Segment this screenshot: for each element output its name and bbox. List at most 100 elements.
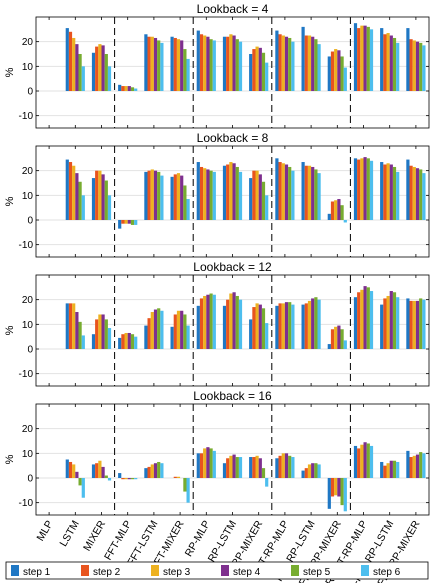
bar-lr-fft-rp-mixer-step3 — [412, 40, 416, 91]
bar-fft-rp-mlp-step2 — [278, 455, 282, 478]
bar-fft-rp-lstm-step6 — [317, 44, 321, 91]
bar-fft-rp-mlp-step5 — [288, 37, 292, 91]
bar-fft-rp-mixer-step3 — [334, 478, 338, 496]
bar-fft-mixer-step4 — [180, 175, 184, 220]
bar-lr-fft-rp-mixer-step4 — [415, 454, 420, 478]
bar-fft-rp-mixer-step2 — [330, 478, 335, 497]
bar-lr-fft-rp-mlp-step4 — [363, 286, 367, 349]
bar-rp-mixer-step5 — [261, 181, 266, 220]
bar-fft-rp-mlp-step4 — [284, 453, 289, 478]
bar-lr-fft-rp-mlp-step5 — [366, 158, 370, 220]
bar-rp-mixer-step5 — [261, 308, 266, 349]
bar-lr-fft-rp-mlp-step2 — [357, 292, 361, 349]
bar-lr-fft-rp-mixer-step3 — [412, 166, 416, 220]
bar-lr-fft-rp-mixer-step1 — [406, 159, 410, 220]
bar-fft-mixer-step1 — [170, 176, 174, 220]
bar-fft-rp-mixer-step3 — [334, 200, 338, 220]
bar-fft-mixer-step6 — [186, 58, 190, 91]
bar-rp-lstm-step2 — [226, 36, 230, 91]
bar-lstm-step6 — [81, 66, 85, 91]
bar-fft-lstm-step2 — [147, 318, 151, 349]
bar-fft-mlp-step5 — [130, 334, 135, 349]
bar-fft-rp-mlp-step1 — [275, 30, 279, 91]
bar-rp-mixer-step4 — [258, 304, 262, 349]
bar-lr-fft-rp-lstm-step2 — [383, 164, 387, 220]
bar-fft-lstm-step4 — [153, 463, 158, 478]
bar-lr-fft-rp-mlp-step5 — [366, 287, 370, 349]
bar-rp-mlp-step5 — [209, 448, 213, 478]
bar-fft-mlp-step6 — [134, 336, 138, 349]
bar-fft-rp-mlp-step2 — [278, 303, 282, 349]
bar-fft-mlp-step5 — [130, 478, 135, 480]
bar-fft-mixer-step5 — [183, 49, 187, 91]
bar-fft-rp-mlp-step4 — [284, 36, 289, 91]
bar-rp-lstm-step3 — [229, 162, 233, 220]
bar-lstm-step2 — [68, 303, 73, 349]
bar-fft-mixer-step6 — [186, 199, 190, 220]
bar-fft-mixer-step2 — [173, 174, 177, 220]
y-tick-label: 10 — [22, 449, 34, 460]
bar-fft-rp-mlp-step1 — [275, 305, 279, 349]
legend-label-step3: step 3 — [163, 567, 191, 578]
bar-fft-mlp-step5 — [130, 87, 135, 91]
bar-lstm-step1 — [65, 459, 69, 478]
bar-rp-mlp-step4 — [206, 36, 210, 91]
bar-lstm-step2 — [68, 31, 73, 91]
bar-lstm-step5 — [78, 181, 82, 220]
category-label-mlp: MLP — [35, 519, 56, 544]
bar-fft-rp-mlp-step6 — [291, 41, 295, 91]
bar-fft-mixer-step5 — [183, 314, 187, 349]
bar-fft-rp-lstm-step3 — [307, 165, 312, 220]
bar-lr-fft-rp-mlp-step2 — [357, 28, 361, 92]
bar-lr-fft-rp-lstm-step4 — [389, 460, 393, 478]
bar-rp-mlp-step4 — [206, 294, 210, 349]
bar-fft-mixer-step4 — [180, 40, 184, 91]
bar-fft-mlp-step4 — [127, 332, 131, 349]
bar-rp-mlp-step4 — [206, 447, 210, 478]
bar-fft-mixer-step1 — [170, 36, 174, 91]
bar-fft-mixer-step3 — [176, 39, 181, 91]
bar-fft-mlp-step1 — [118, 84, 122, 91]
legend-swatch-step1 — [11, 565, 19, 576]
bar-mixer-step2 — [95, 319, 99, 349]
bar-fft-rp-mlp-step6 — [291, 170, 295, 220]
bar-fft-mlp-step4 — [127, 86, 131, 91]
bar-lstm-step6 — [81, 335, 85, 349]
bar-fft-rp-mixer-step1 — [327, 56, 331, 91]
y-axis-label: % — [4, 67, 16, 77]
bar-lr-fft-rp-mixer-step2 — [409, 39, 413, 91]
legend-swatch-step3 — [151, 565, 159, 576]
bar-lr-fft-rp-mixer-step6 — [422, 299, 426, 349]
bar-lr-fft-rp-lstm-step5 — [392, 166, 397, 220]
bar-fft-rp-lstm-step3 — [307, 300, 312, 349]
bar-lr-fft-rp-mixer-step5 — [419, 169, 423, 220]
bar-fft-rp-mlp-step2 — [278, 162, 282, 220]
y-tick-label: -10 — [19, 111, 34, 122]
bar-lr-fft-rp-mlp-step5 — [366, 443, 370, 478]
bar-lr-fft-rp-lstm-step3 — [386, 163, 390, 220]
panel-title: Lookback = 8 — [197, 131, 269, 145]
legend-swatch-step2 — [81, 565, 89, 576]
bar-lr-fft-rp-lstm-step3 — [386, 463, 390, 478]
bar-lr-fft-rp-mlp-step1 — [353, 158, 358, 220]
bar-lr-fft-rp-mixer-step3 — [412, 300, 416, 349]
bar-fft-rp-mixer-step5 — [340, 329, 344, 349]
bar-lr-fft-rp-mlp-step1 — [353, 23, 358, 92]
bar-rp-mlp-step3 — [203, 295, 207, 349]
bar-fft-rp-mixer-step6 — [343, 340, 347, 349]
bar-lstm-step4 — [75, 312, 79, 349]
bar-lr-fft-rp-mixer-step1 — [406, 28, 410, 92]
bar-rp-lstm-step4 — [232, 454, 236, 478]
panel-1: -10 0 10 20 Lookback = 4% — [4, 2, 430, 129]
bar-fft-lstm-step5 — [157, 171, 161, 220]
bar-fft-mlp-step2 — [121, 220, 125, 224]
bar-rp-mixer-step1 — [249, 178, 253, 220]
bar-lr-fft-rp-lstm-step4 — [389, 35, 393, 91]
bar-lstm-step1 — [65, 303, 69, 349]
bar-rp-mlp-step1 — [196, 162, 200, 220]
bar-fft-mixer-step6 — [186, 325, 190, 349]
bar-rp-mlp-step4 — [206, 169, 210, 220]
bar-lr-fft-rp-mixer-step5 — [419, 42, 423, 91]
bar-fft-mixer-step5 — [183, 478, 187, 492]
bar-rp-mixer-step1 — [249, 54, 253, 91]
